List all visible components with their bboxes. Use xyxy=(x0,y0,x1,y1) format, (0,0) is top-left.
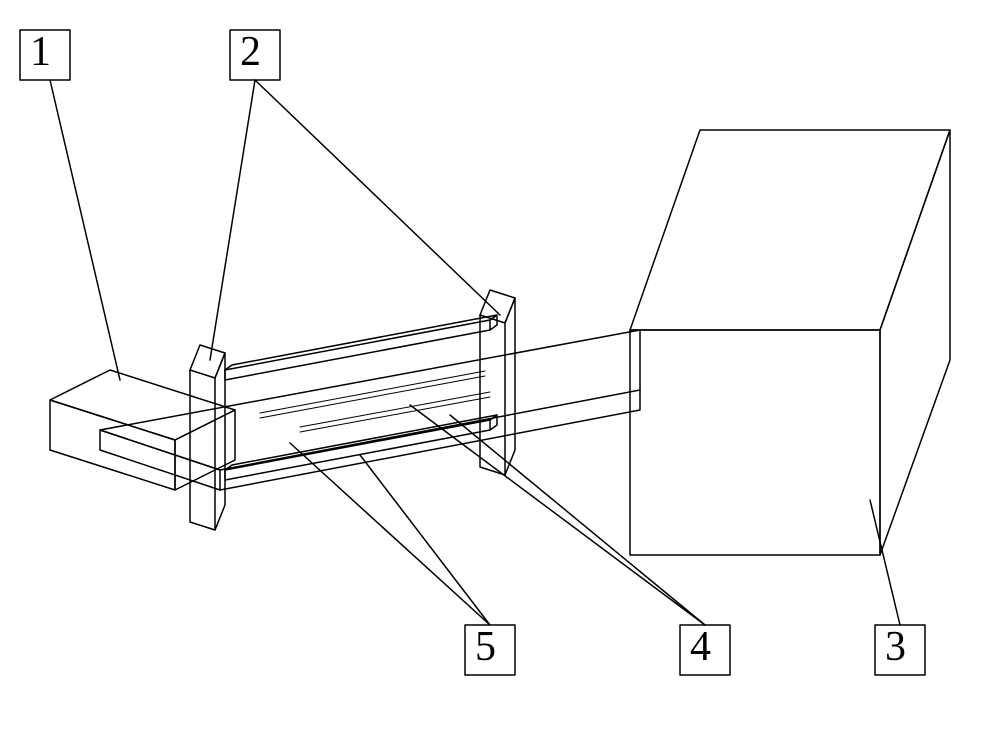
leader-5a xyxy=(360,455,490,625)
leader-1 xyxy=(50,80,120,380)
part-1-small-box xyxy=(50,370,235,490)
leader-2b xyxy=(255,80,500,315)
crossbars-top xyxy=(225,315,497,380)
label-boxes xyxy=(20,30,925,675)
platform-slab xyxy=(100,330,640,490)
leader-lines xyxy=(50,80,900,625)
leader-3 xyxy=(870,500,900,625)
label-2: 2 xyxy=(240,28,261,76)
label-3: 3 xyxy=(885,623,906,671)
part-2-gate-left xyxy=(190,345,225,530)
leader-5b xyxy=(290,443,490,625)
leader-4a xyxy=(450,415,705,625)
leader-2a xyxy=(210,80,255,360)
part-3-large-box xyxy=(630,130,950,555)
label-5: 5 xyxy=(475,623,496,671)
label-4: 4 xyxy=(690,623,711,671)
diagram-svg xyxy=(0,0,1000,743)
label-1: 1 xyxy=(30,28,51,76)
